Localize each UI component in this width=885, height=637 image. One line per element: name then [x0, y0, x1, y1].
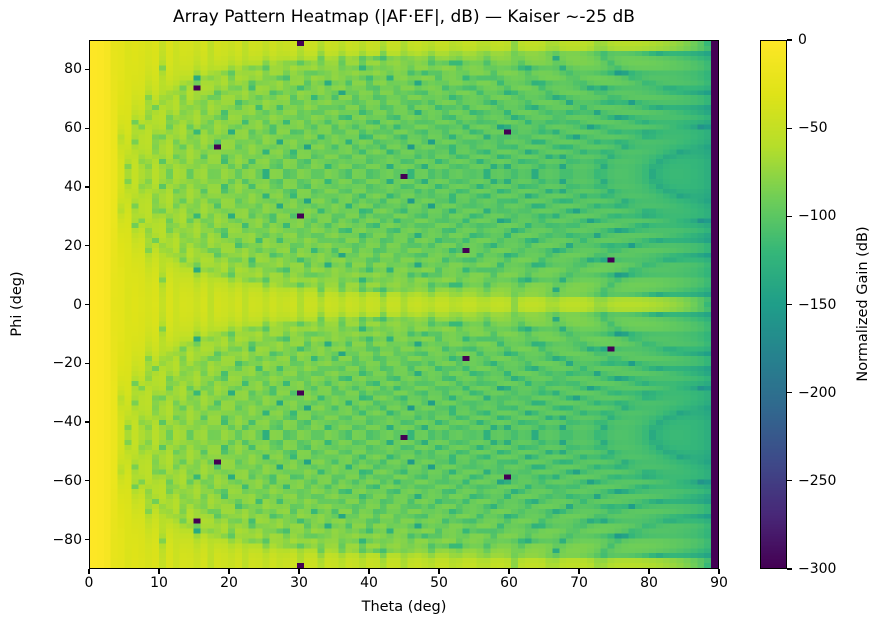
- x-tick-mark: [718, 569, 720, 574]
- y-tick-label: −40: [52, 414, 82, 431]
- colorbar-tick-label: 0: [798, 32, 807, 48]
- chart-title: Array Pattern Heatmap (|AF·EF|, dB) — Ka…: [173, 7, 635, 27]
- x-tick-mark: [578, 569, 580, 574]
- x-tick-label: 50: [430, 575, 448, 591]
- x-axis-label: Theta (deg): [361, 599, 447, 615]
- colorbar-canvas: [761, 41, 786, 568]
- y-tick-label: −20: [52, 355, 82, 372]
- x-tick-label: 90: [710, 575, 728, 591]
- x-tick-label: 80: [640, 575, 658, 591]
- y-tick-mark: [84, 245, 89, 247]
- x-tick-mark: [158, 569, 160, 574]
- y-tick-mark: [84, 68, 89, 70]
- colorbar-tick-mark: [787, 392, 792, 394]
- colorbar-tick-mark: [787, 303, 792, 306]
- colorbar-tick-label: −100: [798, 208, 837, 225]
- colorbar-tick-label: −250: [798, 472, 837, 489]
- y-tick-label: 0: [73, 296, 82, 313]
- x-tick-mark: [228, 569, 230, 574]
- y-tick-mark: [84, 303, 89, 306]
- colorbar-label: Normalized Gain (dB): [855, 226, 871, 382]
- x-tick-mark: [648, 569, 650, 574]
- x-tick-mark: [88, 569, 90, 574]
- colorbar-tick-label: −200: [798, 384, 837, 401]
- colorbar-tick-label: −50: [798, 120, 828, 137]
- y-tick-mark: [84, 480, 89, 482]
- y-tick-mark: [84, 186, 89, 188]
- y-tick-label: 80: [64, 61, 82, 78]
- x-tick-mark: [508, 569, 510, 574]
- y-tick-mark: [84, 421, 89, 423]
- heatmap-canvas: [90, 41, 718, 568]
- x-tick-label: 40: [360, 575, 378, 591]
- colorbar-tick-label: −150: [798, 296, 837, 313]
- x-tick-label: 60: [500, 575, 518, 591]
- colorbar-tick-label: −300: [798, 561, 837, 577]
- y-tick-label: 20: [64, 237, 82, 254]
- colorbar: [760, 40, 787, 569]
- x-tick-mark: [368, 569, 370, 574]
- heatmap-plot-area: [89, 40, 719, 569]
- x-tick-label: 70: [570, 575, 588, 591]
- colorbar-tick-mark: [787, 215, 792, 217]
- x-tick-label: 0: [84, 575, 94, 591]
- y-tick-label: 40: [64, 178, 82, 195]
- y-axis-label: Phi (deg): [9, 271, 25, 337]
- x-tick-label: 20: [220, 575, 238, 591]
- y-tick-label: −60: [52, 472, 82, 489]
- colorbar-tick-mark: [787, 127, 792, 129]
- colorbar-tick-mark: [787, 39, 792, 41]
- y-tick-mark: [84, 539, 89, 541]
- y-tick-label: 60: [64, 120, 82, 137]
- x-tick-mark: [298, 569, 300, 574]
- colorbar-tick-mark: [787, 480, 792, 482]
- x-tick-mark: [438, 569, 440, 574]
- x-tick-label: 30: [290, 575, 308, 591]
- colorbar-tick-mark: [787, 568, 792, 570]
- y-tick-label: −80: [52, 531, 82, 548]
- x-tick-label: 10: [150, 575, 168, 591]
- y-tick-mark: [84, 362, 89, 364]
- y-tick-mark: [84, 127, 89, 129]
